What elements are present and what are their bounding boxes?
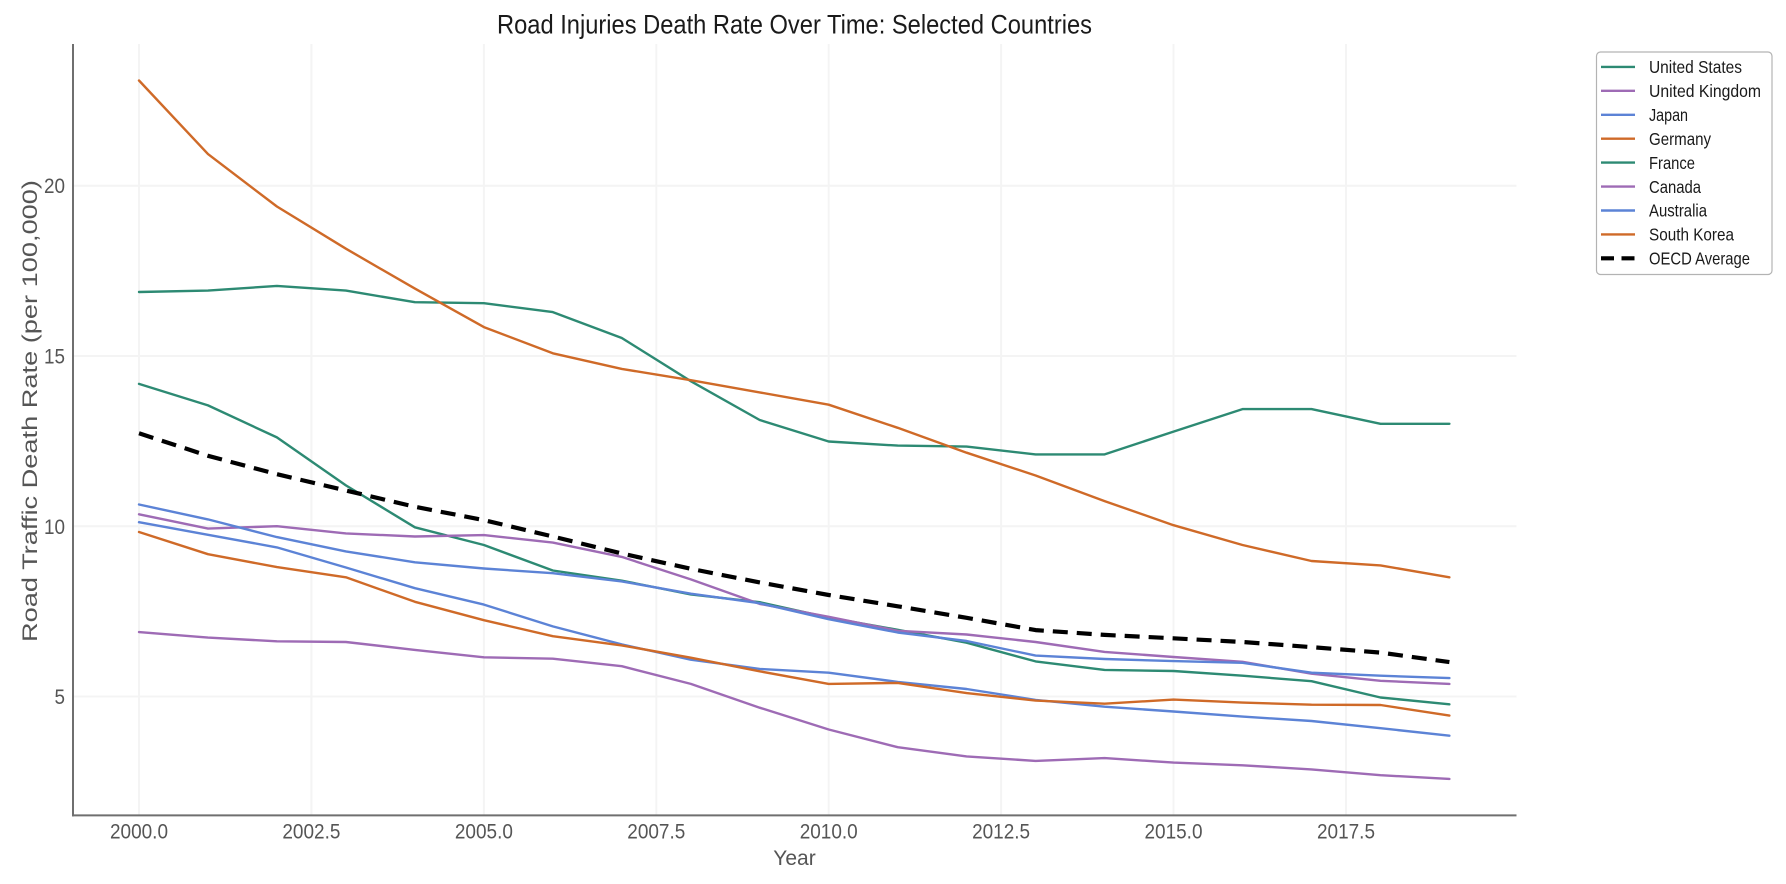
- svg-text:Japan: Japan: [1649, 105, 1688, 125]
- svg-text:5: 5: [55, 686, 66, 709]
- svg-text:Road Injuries Death Rate Over: Road Injuries Death Rate Over Time: Sele…: [497, 10, 1092, 40]
- svg-text:United States: United States: [1649, 57, 1742, 77]
- svg-text:20: 20: [44, 175, 65, 198]
- svg-text:Germany: Germany: [1649, 129, 1711, 149]
- svg-text:15: 15: [44, 346, 65, 369]
- svg-text:Road Traffic Death Rate (per 1: Road Traffic Death Rate (per 100,000): [19, 180, 42, 642]
- svg-text:2005.0: 2005.0: [455, 821, 513, 844]
- svg-text:2012.5: 2012.5: [972, 821, 1030, 844]
- svg-text:OECD Average: OECD Average: [1649, 249, 1750, 269]
- svg-text:United Kingdom: United Kingdom: [1649, 81, 1761, 101]
- svg-text:2010.0: 2010.0: [800, 821, 858, 844]
- svg-text:Canada: Canada: [1649, 177, 1701, 197]
- svg-text:2002.5: 2002.5: [282, 821, 340, 844]
- svg-text:2015.0: 2015.0: [1145, 821, 1203, 844]
- svg-text:Australia: Australia: [1649, 201, 1707, 221]
- svg-text:2007.5: 2007.5: [627, 821, 685, 844]
- svg-text:2000.0: 2000.0: [110, 821, 168, 844]
- svg-text:2017.5: 2017.5: [1317, 821, 1375, 844]
- svg-text:South Korea: South Korea: [1649, 225, 1734, 245]
- svg-text:10: 10: [44, 516, 65, 539]
- svg-text:Year: Year: [773, 847, 815, 870]
- svg-text:France: France: [1649, 153, 1695, 173]
